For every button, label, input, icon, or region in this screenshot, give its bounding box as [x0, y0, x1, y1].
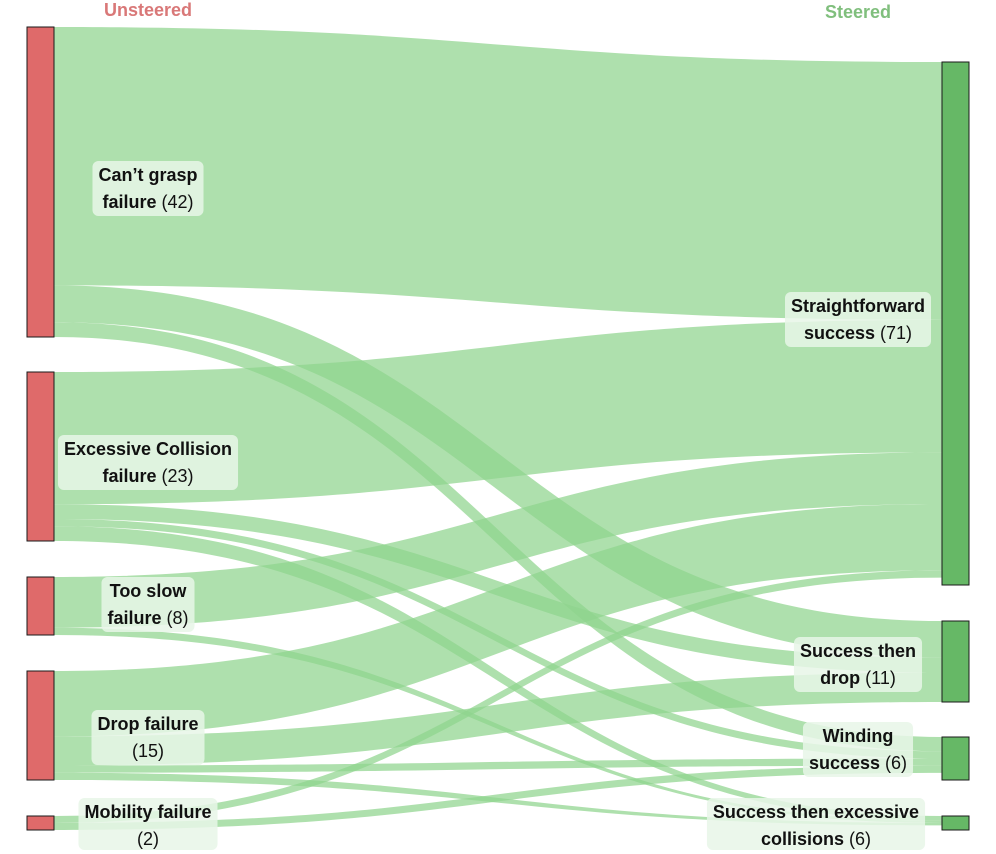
label-background — [91, 710, 205, 765]
flow-drop-to-straightforward — [54, 503, 942, 737]
label-count: (11) — [865, 668, 896, 688]
nodes-layer — [26, 26, 970, 831]
label-count: (23) — [162, 466, 194, 486]
node-left-too_slow — [26, 576, 55, 636]
label-line2: failure (42) — [102, 192, 193, 212]
flow-excessive_collision-to-success_collisions — [54, 526, 942, 821]
label-line2: drop (11) — [820, 668, 896, 688]
flow-mobility-to-straightforward — [54, 570, 942, 823]
flow-too_slow-to-straightforward — [54, 452, 942, 628]
label-success_collisions: Success then excessive collisions (6) — [706, 798, 926, 850]
node-left-drop — [26, 670, 55, 781]
label-count: (2) — [137, 829, 159, 849]
label-line1: Drop failure — [97, 714, 198, 734]
unsteered-header: Unsteered — [104, 0, 192, 20]
label-line1: Mobility failure — [84, 802, 211, 822]
label-line2-bold: success — [809, 753, 885, 773]
node-left-cant_grasp — [26, 26, 55, 338]
label-background — [793, 637, 923, 692]
label-line1: Winding — [823, 726, 894, 746]
label-line2: failure (23) — [102, 466, 193, 486]
label-count: (71) — [880, 323, 912, 343]
label-line2: success (71) — [804, 323, 912, 343]
labels-layer: Can’t grasp failure (42) Excessive Collisi… — [57, 161, 932, 850]
label-line2-bold: failure — [102, 466, 161, 486]
label-count: (15) — [132, 741, 164, 761]
label-line1: Success then — [800, 641, 916, 661]
label-line2: (2) — [137, 829, 159, 849]
label-line1: Success then excessive — [713, 802, 919, 822]
label-line1: Can’t grasp — [98, 165, 197, 185]
label-line2-bold: drop — [820, 668, 865, 688]
label-count: (6) — [885, 753, 907, 773]
label-background — [784, 292, 932, 347]
node-left-excessive_collision — [26, 371, 55, 542]
label-background — [706, 798, 926, 850]
label-background — [57, 435, 239, 490]
node-right-success_collisions — [941, 815, 970, 831]
flows-layer — [54, 27, 942, 830]
label-count: (6) — [849, 829, 871, 849]
label-line2: collisions (6) — [761, 829, 871, 849]
flow-drop-to-success_drop — [54, 672, 942, 766]
label-excessive_collision: Excessive Collision failure (23) — [57, 435, 239, 490]
node-right-straightforward — [941, 61, 970, 586]
label-count: (8) — [167, 608, 189, 628]
label-mobility: Mobility failure (2) — [78, 798, 218, 850]
label-line2: (15) — [132, 741, 164, 761]
label-line2-bold: failure — [107, 608, 166, 628]
label-drop: Drop failure (15) — [91, 710, 205, 765]
label-background — [78, 798, 218, 850]
node-right-success_drop — [941, 620, 970, 703]
label-line1: Too slow — [110, 581, 188, 601]
node-left-mobility — [26, 815, 55, 831]
label-background — [92, 161, 204, 216]
node-right-winding — [941, 736, 970, 781]
flow-cant_grasp-to-straightforward — [54, 27, 942, 320]
label-straightforward: Straightforward success (71) — [784, 292, 932, 347]
flow-mobility-to-winding — [54, 765, 942, 830]
label-too_slow: Too slow failure (8) — [101, 577, 195, 632]
label-count: (42) — [162, 192, 194, 212]
label-line1: Excessive Collision — [64, 439, 232, 459]
label-cant_grasp: Can’t grasp failure (42) — [92, 161, 204, 216]
label-winding: Winding success (6) — [802, 722, 914, 777]
label-success_drop: Success then drop (11) — [793, 637, 923, 692]
label-line2: failure (8) — [107, 608, 188, 628]
label-line2-bold: failure — [102, 192, 161, 212]
label-background — [802, 722, 914, 777]
label-background — [101, 577, 195, 632]
flow-excessive_collision-to-straightforward — [54, 319, 942, 505]
label-line2-bold: collisions — [761, 829, 849, 849]
steered-header: Steered — [825, 2, 891, 22]
label-line2: success (6) — [809, 753, 907, 773]
flow-drop-to-winding — [54, 758, 942, 773]
label-line2-bold: success — [804, 323, 880, 343]
label-line1: Straightforward — [791, 296, 925, 316]
